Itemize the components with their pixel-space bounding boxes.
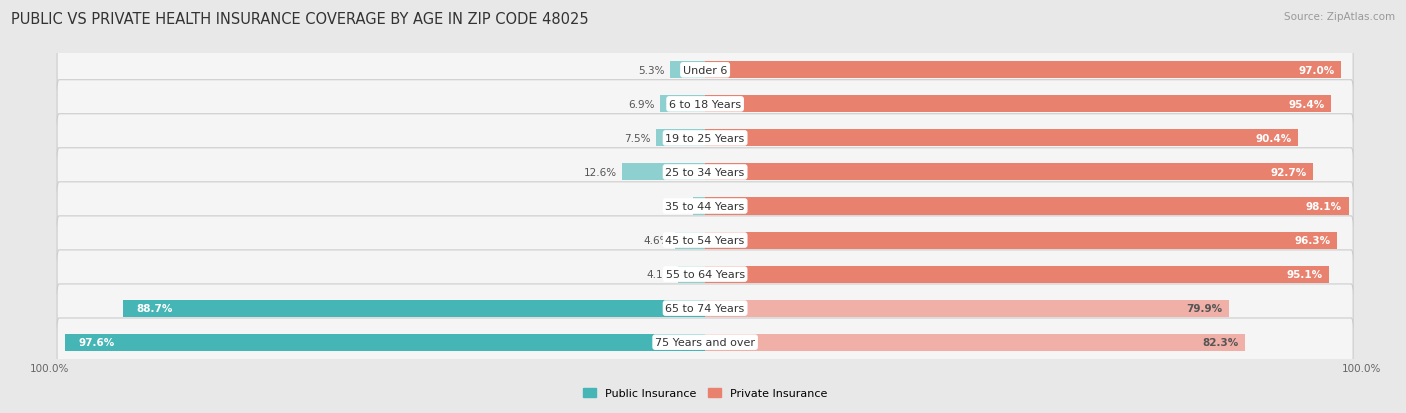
- Bar: [693, 198, 706, 215]
- FancyBboxPatch shape: [58, 148, 1353, 197]
- Bar: [124, 300, 706, 317]
- Text: 92.7%: 92.7%: [1270, 168, 1306, 178]
- Text: Under 6: Under 6: [683, 66, 727, 76]
- Bar: [706, 96, 1331, 113]
- Text: 6.9%: 6.9%: [628, 100, 655, 109]
- FancyBboxPatch shape: [58, 183, 1353, 230]
- Text: 45 to 54 Years: 45 to 54 Years: [665, 235, 745, 245]
- Bar: [706, 164, 1313, 181]
- Text: 4.1%: 4.1%: [647, 269, 673, 280]
- Text: 75 Years and over: 75 Years and over: [655, 337, 755, 347]
- Text: 4.6%: 4.6%: [643, 235, 669, 245]
- FancyBboxPatch shape: [58, 216, 1353, 265]
- Text: Source: ZipAtlas.com: Source: ZipAtlas.com: [1284, 12, 1395, 22]
- Text: 25 to 34 Years: 25 to 34 Years: [665, 168, 745, 178]
- Legend: Public Insurance, Private Insurance: Public Insurance, Private Insurance: [578, 383, 832, 403]
- Bar: [706, 62, 1341, 79]
- FancyBboxPatch shape: [58, 47, 1353, 95]
- Bar: [706, 334, 1244, 351]
- Text: 35 to 44 Years: 35 to 44 Years: [665, 202, 745, 211]
- Text: 98.1%: 98.1%: [1306, 202, 1341, 211]
- Text: PUBLIC VS PRIVATE HEALTH INSURANCE COVERAGE BY AGE IN ZIP CODE 48025: PUBLIC VS PRIVATE HEALTH INSURANCE COVER…: [11, 12, 589, 27]
- Text: 12.6%: 12.6%: [583, 168, 617, 178]
- Bar: [659, 96, 706, 113]
- Text: 90.4%: 90.4%: [1256, 133, 1292, 144]
- Text: 95.4%: 95.4%: [1288, 100, 1324, 109]
- Bar: [65, 334, 706, 351]
- Text: 1.8%: 1.8%: [662, 202, 688, 211]
- FancyBboxPatch shape: [58, 318, 1353, 366]
- Text: 97.6%: 97.6%: [79, 337, 114, 347]
- Bar: [706, 266, 1329, 283]
- Text: 82.3%: 82.3%: [1202, 337, 1239, 347]
- Text: 96.3%: 96.3%: [1294, 235, 1330, 245]
- Text: 5.3%: 5.3%: [638, 66, 665, 76]
- Bar: [675, 232, 706, 249]
- Bar: [706, 130, 1298, 147]
- Text: 95.1%: 95.1%: [1286, 269, 1322, 280]
- Text: 6 to 18 Years: 6 to 18 Years: [669, 100, 741, 109]
- FancyBboxPatch shape: [58, 114, 1353, 163]
- Bar: [657, 130, 706, 147]
- Bar: [678, 266, 706, 283]
- Text: 88.7%: 88.7%: [136, 304, 173, 313]
- FancyBboxPatch shape: [58, 81, 1353, 129]
- Bar: [671, 62, 706, 79]
- Text: 19 to 25 Years: 19 to 25 Years: [665, 133, 745, 144]
- Text: 55 to 64 Years: 55 to 64 Years: [665, 269, 745, 280]
- FancyBboxPatch shape: [58, 284, 1353, 332]
- Text: 97.0%: 97.0%: [1299, 66, 1334, 76]
- Bar: [623, 164, 706, 181]
- Bar: [706, 198, 1348, 215]
- Text: 7.5%: 7.5%: [624, 133, 651, 144]
- Text: 65 to 74 Years: 65 to 74 Years: [665, 304, 745, 313]
- Text: 79.9%: 79.9%: [1187, 304, 1223, 313]
- Bar: [706, 232, 1337, 249]
- Bar: [706, 300, 1229, 317]
- FancyBboxPatch shape: [58, 250, 1353, 299]
